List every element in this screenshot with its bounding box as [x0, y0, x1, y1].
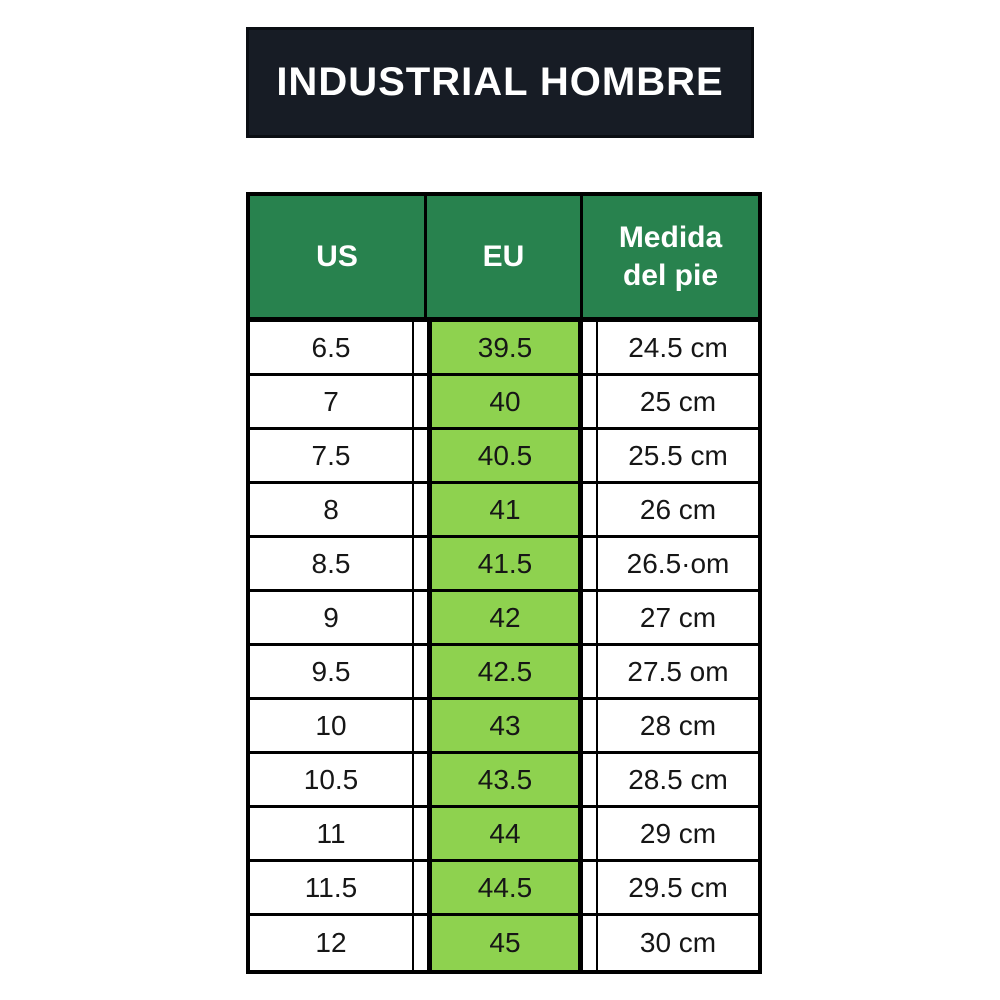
- column-gap: [583, 484, 596, 538]
- us-size-cell: 10: [250, 700, 414, 754]
- foot-measure-cell: 29.5 cm: [596, 862, 758, 916]
- us-size-cell: 7.5: [250, 430, 414, 484]
- table-row: 7 40 25 cm: [250, 376, 758, 430]
- header-row: US EU Medida del pie: [250, 196, 758, 322]
- column-gap: [414, 808, 427, 862]
- column-gap: [414, 538, 427, 592]
- us-size-cell: 12: [250, 916, 414, 970]
- foot-measure-cell: 25.5 cm: [596, 430, 758, 484]
- column-gap: [583, 754, 596, 808]
- foot-measure-cell: 28 cm: [596, 700, 758, 754]
- column-gap: [414, 754, 427, 808]
- eu-size-cell: 43: [427, 700, 583, 754]
- us-size-cell: 7: [250, 376, 414, 430]
- size-chart-container: INDUSTRIAL HOMBRE US EU Medida del pie 6…: [246, 0, 762, 974]
- table-row: 11.5 44.5 29.5 cm: [250, 862, 758, 916]
- table-body: 6.5 39.5 24.5 cm 7 40 25 cm 7.5 40.5 25.5 cm 8 41 2…: [250, 322, 758, 970]
- eu-size-cell: 42: [427, 592, 583, 646]
- column-header-eu: EU: [427, 196, 583, 322]
- us-size-cell: 6.5: [250, 322, 414, 376]
- eu-size-cell: 44: [427, 808, 583, 862]
- eu-size-cell: 41: [427, 484, 583, 538]
- us-size-cell: 9: [250, 592, 414, 646]
- us-size-cell: 11: [250, 808, 414, 862]
- column-gap: [583, 916, 596, 970]
- us-size-cell: 9.5: [250, 646, 414, 700]
- table-row: 8 41 26 cm: [250, 484, 758, 538]
- us-size-cell: 8: [250, 484, 414, 538]
- column-gap: [583, 376, 596, 430]
- table-row: 10.5 43.5 28.5 cm: [250, 754, 758, 808]
- us-size-cell: 8.5: [250, 538, 414, 592]
- us-size-cell: 11.5: [250, 862, 414, 916]
- eu-size-cell: 40.5: [427, 430, 583, 484]
- column-gap: [583, 322, 596, 376]
- column-gap: [414, 484, 427, 538]
- foot-measure-cell: 24.5 cm: [596, 322, 758, 376]
- foot-measure-cell: 25 cm: [596, 376, 758, 430]
- column-gap: [414, 700, 427, 754]
- column-gap: [583, 538, 596, 592]
- column-gap: [583, 430, 596, 484]
- table-row: 11 44 29 cm: [250, 808, 758, 862]
- column-gap: [414, 916, 427, 970]
- table-row: 12 45 30 cm: [250, 916, 758, 970]
- table-row: 9.5 42.5 27.5 om: [250, 646, 758, 700]
- column-header-us: US: [250, 196, 427, 322]
- us-size-cell: 10.5: [250, 754, 414, 808]
- column-gap: [414, 430, 427, 484]
- column-gap: [583, 862, 596, 916]
- eu-size-cell: 44.5: [427, 862, 583, 916]
- table-row: 6.5 39.5 24.5 cm: [250, 322, 758, 376]
- foot-measure-cell: 26.5·om: [596, 538, 758, 592]
- eu-size-cell: 40: [427, 376, 583, 430]
- table-row: 10 43 28 cm: [250, 700, 758, 754]
- column-gap: [583, 808, 596, 862]
- foot-measure-cell: 30 cm: [596, 916, 758, 970]
- column-gap: [583, 592, 596, 646]
- eu-size-cell: 41.5: [427, 538, 583, 592]
- foot-measure-cell: 27 cm: [596, 592, 758, 646]
- foot-measure-cell: 27.5 om: [596, 646, 758, 700]
- table-row: 8.5 41.5 26.5·om: [250, 538, 758, 592]
- column-gap: [414, 592, 427, 646]
- column-gap: [414, 376, 427, 430]
- column-gap: [414, 322, 427, 376]
- column-gap: [583, 700, 596, 754]
- column-gap: [414, 646, 427, 700]
- eu-size-cell: 43.5: [427, 754, 583, 808]
- table-row: 7.5 40.5 25.5 cm: [250, 430, 758, 484]
- eu-size-cell: 39.5: [427, 322, 583, 376]
- foot-measure-cell: 28.5 cm: [596, 754, 758, 808]
- column-gap: [583, 646, 596, 700]
- column-header-medida-del-pie: Medida del pie: [583, 196, 758, 322]
- chart-title: INDUSTRIAL HOMBRE: [246, 27, 754, 138]
- table-row: 9 42 27 cm: [250, 592, 758, 646]
- foot-measure-cell: 26 cm: [596, 484, 758, 538]
- size-table: US EU Medida del pie 6.5 39.5 24.5 cm 7 40 25…: [246, 192, 762, 974]
- eu-size-cell: 45: [427, 916, 583, 970]
- foot-measure-cell: 29 cm: [596, 808, 758, 862]
- eu-size-cell: 42.5: [427, 646, 583, 700]
- column-gap: [414, 862, 427, 916]
